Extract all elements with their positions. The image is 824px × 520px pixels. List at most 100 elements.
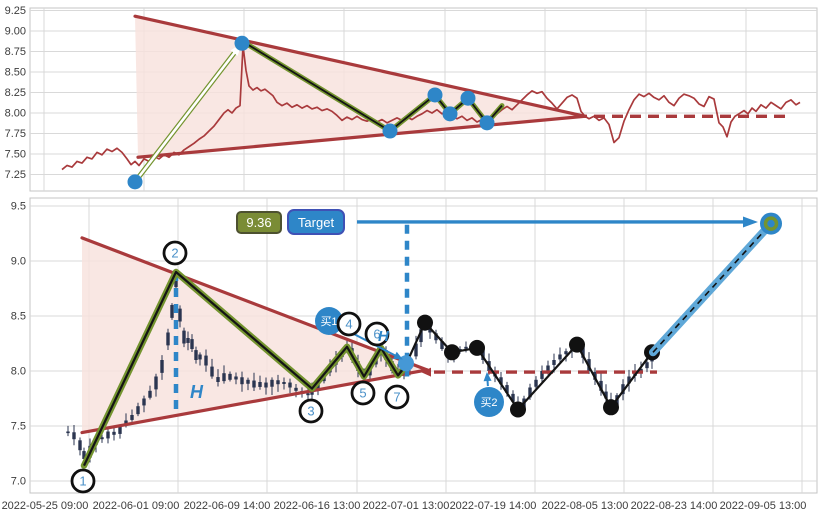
y-axis-label: 8.50 <box>5 67 26 79</box>
y-axis-label: 9.5 <box>11 201 26 213</box>
wave-number-label: 1 <box>79 474 86 489</box>
candle-body <box>186 338 190 343</box>
candle-body <box>142 398 146 406</box>
swing-dot <box>510 401 526 418</box>
y-axis-label: 7.75 <box>5 128 26 140</box>
candle-body <box>505 385 509 393</box>
candle-body <box>72 432 76 440</box>
y-axis-label: 8.75 <box>5 46 26 58</box>
x-axis-label: 2022-05-25 09:00 <box>2 500 89 512</box>
wave-number-circle <box>70 468 96 494</box>
pivot-dot <box>427 87 443 103</box>
candle-body <box>528 387 532 398</box>
y-axis-label: 8.00 <box>5 108 26 120</box>
x-axis-label: 2022-09-05 13:00 <box>720 500 807 512</box>
wave-number-label: 6 <box>373 327 380 342</box>
candle-body <box>645 362 649 369</box>
candle-body <box>481 348 485 360</box>
bottom-candlestick-chart[interactable]: 9.5 9.0 8.5 8.0 7.5 7.0 2022-05-25 09:00 2022-0… <box>2 197 818 512</box>
y-axis-label: 9.0 <box>11 256 26 268</box>
candle-body <box>599 380 603 391</box>
candle-body <box>182 330 186 344</box>
wave-number-circle <box>364 321 390 347</box>
swing-dot <box>569 336 585 353</box>
candle-body <box>154 376 158 390</box>
candle-body <box>222 373 226 382</box>
candle-body <box>434 333 438 341</box>
candle-body <box>639 368 643 371</box>
candle-body <box>210 366 214 377</box>
projection-line-dashed-core <box>652 223 772 353</box>
candle-body <box>166 332 170 346</box>
target-arrow-head <box>743 216 758 228</box>
x-axis-label: 2022-06-01 09:00 <box>93 500 180 512</box>
wave-number-circle <box>350 380 376 406</box>
candle-body <box>66 431 70 434</box>
candle-body <box>627 376 631 384</box>
x-axis-label: 2022-07-19 14:00 <box>450 500 537 512</box>
y-axis-label: 7.50 <box>5 149 26 161</box>
candle-body <box>419 329 423 343</box>
wave-number-circle <box>336 311 362 337</box>
candle-body <box>511 393 515 402</box>
target-price-badge: 9.36 <box>236 211 282 234</box>
y-axis-label: 8.25 <box>5 87 26 99</box>
candle-body <box>540 371 544 379</box>
apex-arrow-head <box>421 367 431 377</box>
pivot-dot <box>234 35 250 51</box>
candle-body <box>198 354 202 360</box>
pivot-dot <box>382 123 398 139</box>
candle-body <box>294 387 298 391</box>
candle-body <box>258 382 262 387</box>
candle-body <box>178 308 182 322</box>
candle-body <box>534 379 538 387</box>
candle-body <box>100 437 104 440</box>
wave-zigzag-core <box>83 270 408 467</box>
candle-body <box>246 379 250 384</box>
swing-dot <box>444 344 460 361</box>
y-axis-label: 8.0 <box>11 366 26 378</box>
candle-body <box>106 431 110 439</box>
y-axis-label: 8.5 <box>11 311 26 323</box>
pivot-dot <box>127 174 143 190</box>
buy-signal-label: 买1 <box>320 315 337 328</box>
candle-body <box>118 426 122 434</box>
wave-number-circle <box>298 398 324 424</box>
target-point-dot <box>760 212 782 235</box>
candle-body <box>194 350 198 360</box>
candle-body <box>546 365 550 371</box>
candle-body <box>440 341 444 349</box>
candle-body <box>112 431 116 435</box>
candle-body <box>82 451 86 459</box>
candle-body <box>499 377 503 385</box>
candle-body <box>288 382 292 388</box>
candle-body <box>270 379 274 387</box>
wave-number-label: 5 <box>359 386 366 401</box>
swing-dot <box>417 314 433 331</box>
pivot-dot <box>479 115 495 131</box>
candle-body <box>130 415 134 420</box>
y-axis-label: 9.00 <box>5 26 26 38</box>
top-price-chart[interactable]: 9.25 9.00 8.75 8.50 8.25 8.00 7.75 7.50 7.25 <box>5 5 818 192</box>
height-measure-label-1: H <box>190 382 203 402</box>
pivot-dot <box>460 90 476 106</box>
candle-body <box>464 346 468 349</box>
x-axis-label: 2022-08-05 13:00 <box>542 500 629 512</box>
candle-body <box>310 390 314 395</box>
upper-trendline <box>80 236 429 372</box>
candle-body <box>170 305 174 318</box>
wave-number-circle <box>384 384 410 410</box>
wave-number-label: 4 <box>345 317 352 332</box>
buy-signal-marker <box>474 387 504 417</box>
wave-number-label: 3 <box>307 404 314 419</box>
candle-body <box>124 420 128 426</box>
candle-body <box>306 393 310 396</box>
target-label-badge: Target <box>287 209 345 235</box>
candle-body <box>240 377 244 385</box>
candle-body <box>252 380 256 388</box>
candle-body <box>276 380 280 385</box>
candle-body <box>564 351 568 355</box>
buy-signal-arrow-head <box>483 372 492 382</box>
